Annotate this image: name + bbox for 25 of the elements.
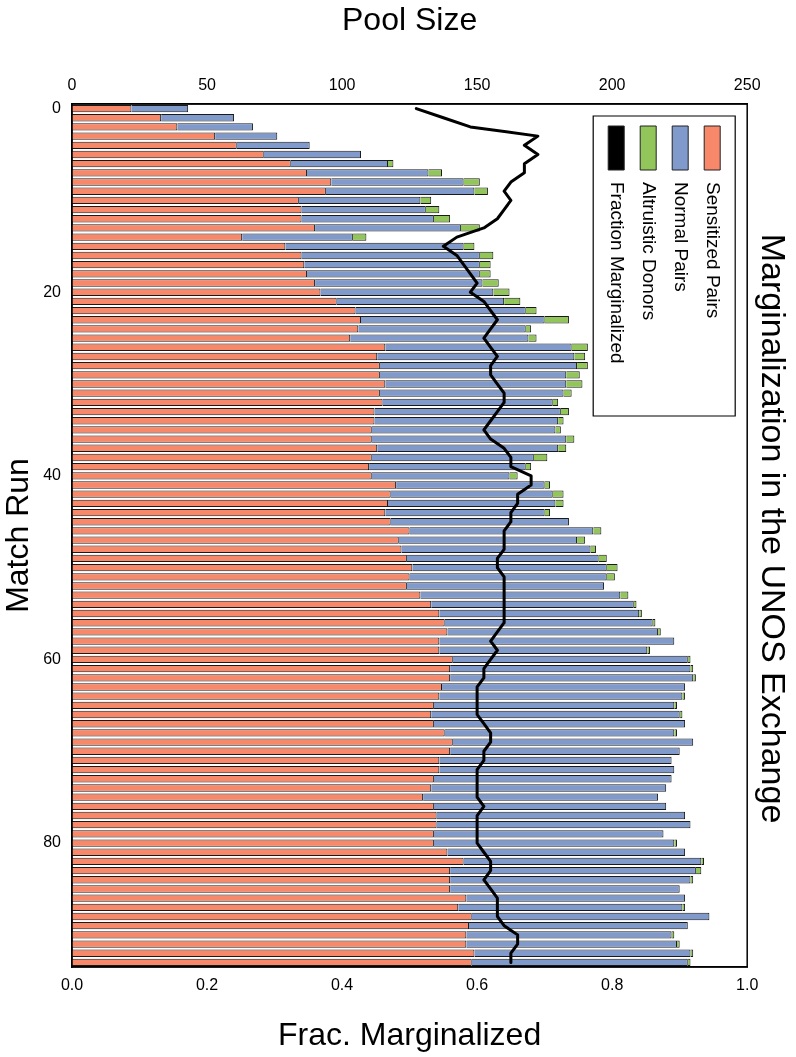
x-tick-label: 150 xyxy=(463,75,491,93)
y-tick-label: 0 xyxy=(52,99,62,116)
text: Marginalization in the UNOS Exchange xyxy=(755,233,794,824)
y-tick-label: 20 xyxy=(43,282,62,300)
x2-tick-label: 1.0 xyxy=(736,976,759,994)
x2-tick-label: 0.4 xyxy=(330,976,354,994)
legend-label: Sensitized Pairs xyxy=(702,182,724,319)
legend-label: Normal Pairs xyxy=(670,182,692,292)
y-tick-label: 80 xyxy=(43,833,62,851)
y-tick-label: 60 xyxy=(43,649,62,667)
x2-axis-title: Frac. Marginalized xyxy=(278,1015,542,1052)
x-axis-title: Pool Size xyxy=(342,1,478,38)
x-tick-label: 100 xyxy=(328,75,356,93)
x2-tick-label: 0.0 xyxy=(60,976,84,994)
y-axis-title: Match Run xyxy=(0,458,36,613)
x-tick-label: 0 xyxy=(67,75,77,93)
x-tick-label: 250 xyxy=(733,75,761,93)
x2-tick-label: 0.8 xyxy=(601,976,624,994)
x2-tick-label: 0.6 xyxy=(465,976,489,994)
x2-tick-label: 0.2 xyxy=(195,976,219,994)
x-tick-label: 200 xyxy=(598,75,626,93)
x-tick-label: 50 xyxy=(198,75,217,93)
legend-label: Altruistic Donors xyxy=(638,182,660,321)
legend-label: Fraction Marginalized xyxy=(606,182,628,364)
y-tick-label: 40 xyxy=(43,466,62,484)
